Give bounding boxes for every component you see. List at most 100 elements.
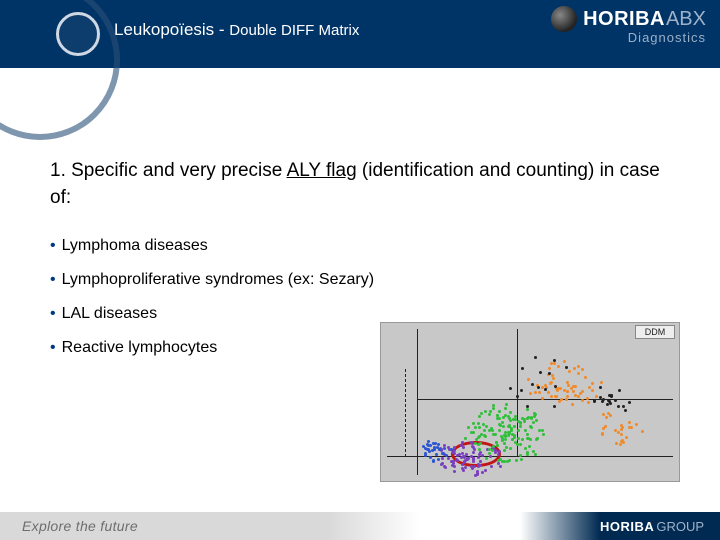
scatter-point — [534, 453, 537, 456]
scatter-point — [472, 422, 475, 425]
scatter-point — [554, 395, 557, 398]
scatter-point — [577, 395, 580, 398]
scatter-point — [591, 382, 594, 385]
scatter-canvas — [387, 329, 673, 475]
scatter-point — [519, 443, 522, 446]
scatter-point — [566, 381, 569, 384]
scatter-point — [476, 470, 479, 473]
axis-dashed — [405, 369, 406, 457]
scatter-point — [573, 367, 576, 370]
scatter-point — [461, 441, 464, 444]
scatter-point — [498, 429, 501, 432]
scatter-point — [521, 367, 524, 370]
header-bar: Leukopoïesis - Double DIFF Matrix HORIBA… — [0, 0, 720, 68]
scatter-point — [566, 390, 569, 393]
scatter-point — [427, 440, 430, 443]
scatter-point — [488, 452, 491, 455]
scatter-point — [429, 456, 432, 459]
scatter-point — [567, 384, 570, 387]
scatter-point — [503, 460, 506, 463]
scatter-point — [445, 454, 448, 457]
scatter-point — [504, 438, 507, 441]
scatter-point — [498, 410, 501, 413]
scatter-point — [427, 444, 430, 447]
scatter-point — [563, 360, 566, 363]
title-sub: Double DIFF Matrix — [229, 22, 359, 39]
scatter-point — [497, 459, 500, 462]
scatter-point — [531, 383, 534, 386]
scatter-point — [496, 444, 499, 447]
scatter-point — [453, 470, 456, 473]
scatter-point — [550, 395, 553, 398]
scatter-point — [614, 399, 617, 402]
scatter-point — [541, 397, 544, 400]
bullet-icon: • — [50, 305, 56, 322]
scatter-point — [505, 403, 508, 406]
scatter-point — [479, 451, 482, 454]
scatter-point — [523, 420, 526, 423]
scatter-point — [478, 426, 481, 429]
headline-aly: ALY flag — [287, 160, 357, 181]
scatter-point — [618, 389, 621, 392]
scatter-point — [427, 448, 430, 451]
scatter-point — [602, 413, 605, 416]
list-item: •LAL diseases — [50, 305, 670, 323]
scatter-point — [572, 385, 575, 388]
footer-right: HORIBAGROUP — [520, 512, 720, 540]
brand-diagnostics: Diagnostics — [551, 30, 706, 45]
bullet-icon: • — [50, 237, 56, 254]
scatter-point — [630, 426, 633, 429]
scatter-point — [482, 423, 485, 426]
scatter-point — [492, 433, 495, 436]
scatter-point — [485, 425, 488, 428]
headline-pre: 1. Specific and very precise — [50, 160, 287, 181]
scatter-point — [491, 429, 494, 432]
scatter-point — [628, 401, 631, 404]
scatter-point — [517, 429, 520, 432]
bullet-text: Lymphoproliferative syndromes (ex: Sezar… — [62, 271, 374, 288]
list-item: •Lymphoma diseases — [50, 237, 670, 255]
scatter-point — [553, 405, 556, 408]
scatter-point — [534, 391, 537, 394]
scatter-point — [526, 453, 529, 456]
scatter-point — [584, 376, 587, 379]
brand-abx: ABX — [666, 8, 706, 30]
scatter-point — [499, 424, 502, 427]
footer-group: GROUP — [656, 519, 704, 534]
scatter-point — [440, 463, 443, 466]
scatter-point — [464, 437, 467, 440]
headline: 1. Specific and very precise ALY flag (i… — [50, 158, 670, 211]
scatter-point — [484, 469, 487, 472]
scatter-point — [509, 387, 512, 390]
scatter-point — [492, 407, 495, 410]
scatter-point — [441, 457, 444, 460]
scatter-point — [529, 425, 532, 428]
scatter-point — [622, 405, 625, 408]
scatter-point — [511, 438, 514, 441]
scatter-point — [553, 362, 556, 365]
scatter-point — [533, 415, 536, 418]
bullet-text: Reactive lymphocytes — [62, 339, 218, 356]
scatter-point — [462, 469, 465, 472]
scatter-point — [524, 447, 527, 450]
scatter-point — [542, 433, 545, 436]
scatter-point — [477, 465, 480, 468]
scatter-point — [601, 433, 604, 436]
scatter-point — [535, 438, 538, 441]
scatter-point — [572, 390, 575, 393]
content-area: 1. Specific and very precise ALY flag (i… — [0, 68, 720, 357]
scatter-point — [502, 425, 505, 428]
scatter-point — [624, 409, 627, 412]
scatter-point — [544, 388, 547, 391]
scatter-point — [464, 466, 467, 469]
scatter-point — [462, 446, 465, 449]
scatter-point — [538, 429, 541, 432]
scatter-point — [483, 429, 486, 432]
scatter-point — [541, 429, 544, 432]
scatter-point — [521, 438, 524, 441]
scatter-point — [600, 381, 603, 384]
scatter-point — [488, 413, 491, 416]
scatter-point — [591, 389, 594, 392]
scatter-point — [568, 370, 571, 373]
scatter-point — [520, 389, 523, 392]
